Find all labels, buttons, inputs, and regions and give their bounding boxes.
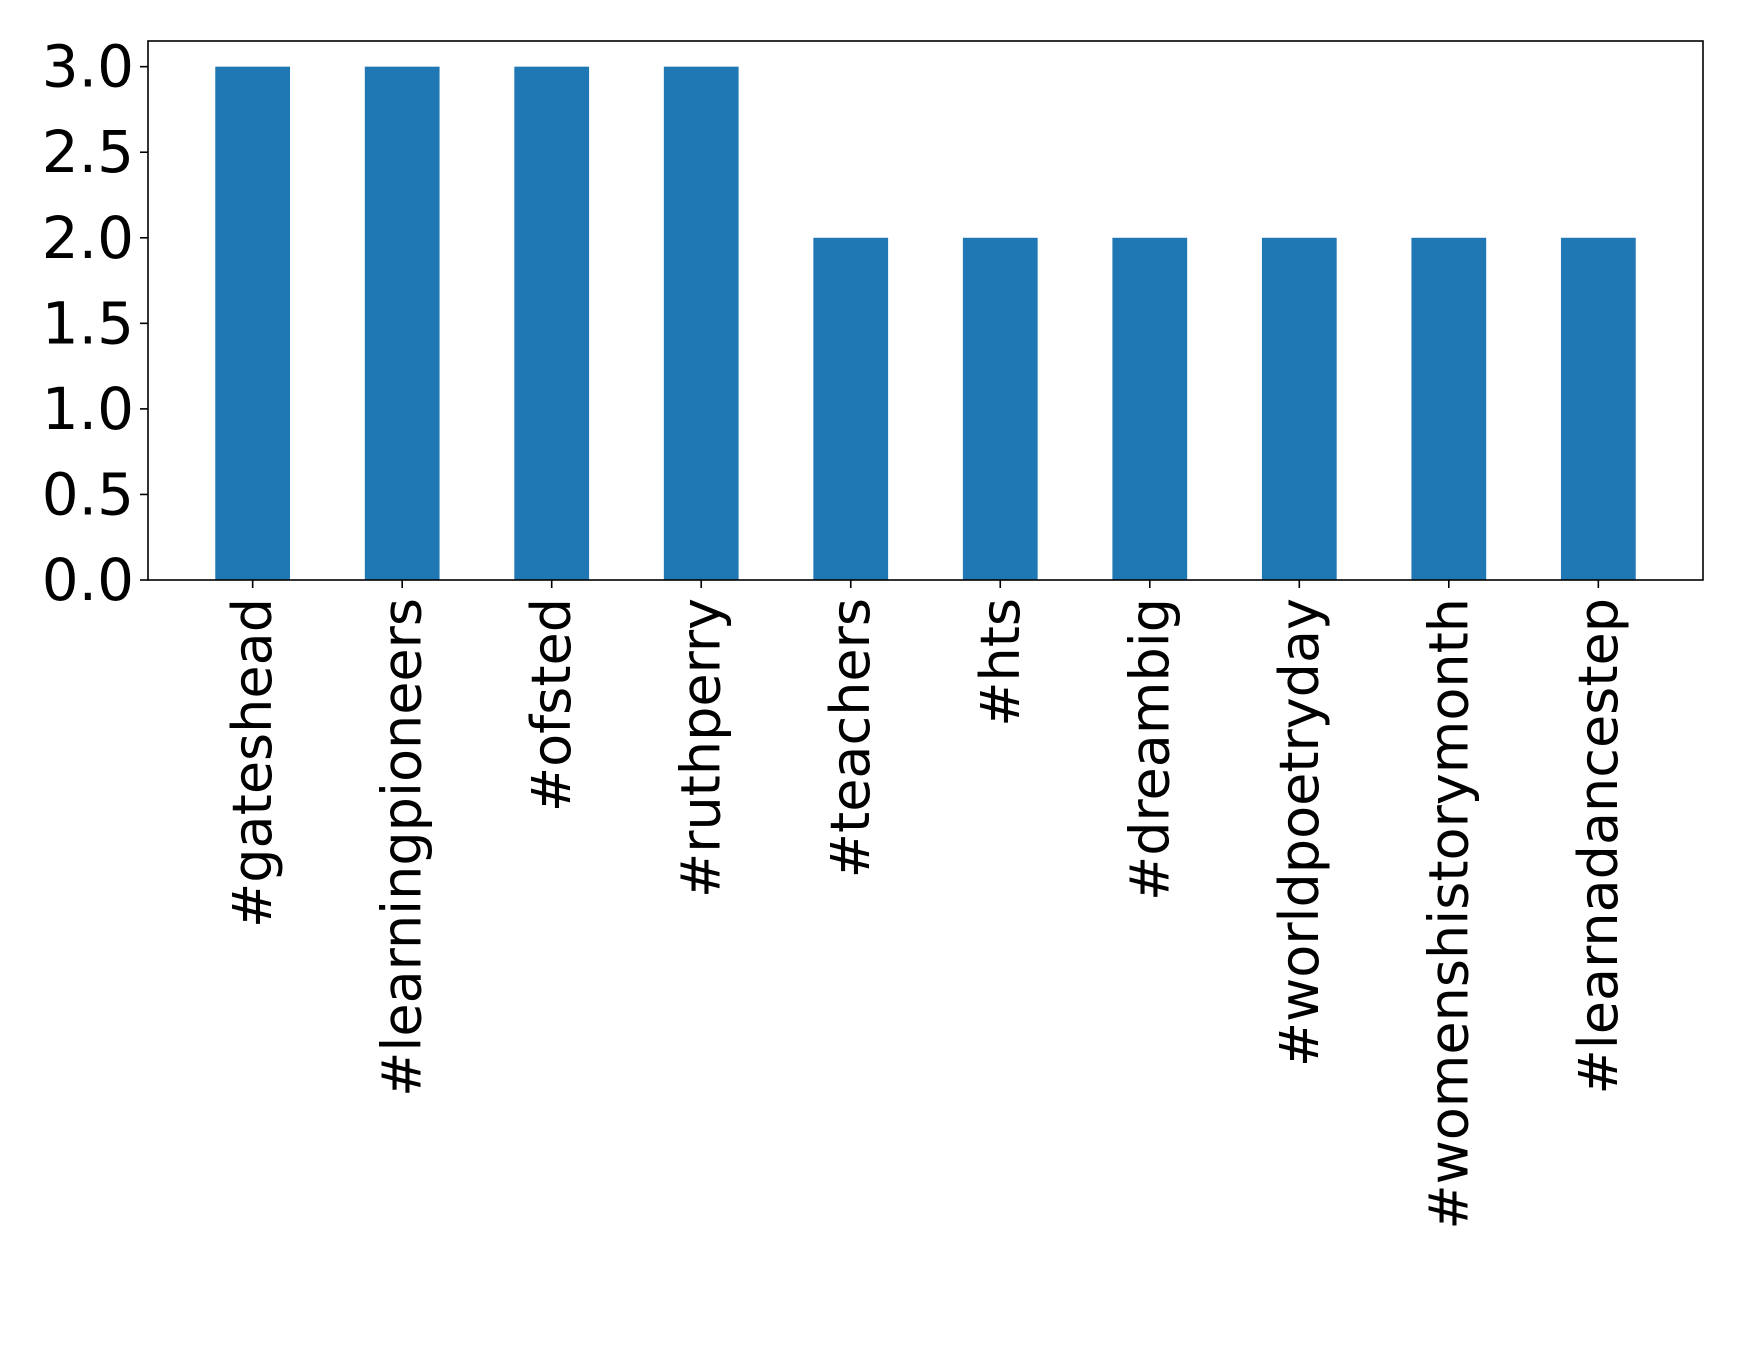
- bars: [215, 66, 1636, 581]
- x-tick-label: #worldpoetryday: [1268, 598, 1331, 1067]
- y-tick-label: 0.0: [42, 546, 134, 614]
- bar-ofsted: [514, 66, 590, 581]
- x-tick-label: #dreambig: [1118, 598, 1181, 901]
- bar-teachers: [813, 237, 889, 580]
- plot-frame: [147, 40, 1704, 581]
- x-tick-label: #learningpioneers: [371, 598, 434, 1097]
- bar-worldpoetryday: [1261, 237, 1337, 580]
- y-axis: 0.0 0.5 1.0 1.5 2.0 2.5 3.0: [42, 33, 148, 614]
- x-tick-label: #ruthperry: [670, 598, 733, 898]
- bar-ruthperry: [663, 66, 739, 581]
- bar-womenshistorymonth: [1411, 237, 1487, 580]
- y-tick-label: 3.0: [42, 33, 134, 101]
- bar-learningpioneers: [364, 66, 440, 581]
- x-tick-label: #hts: [969, 598, 1032, 727]
- x-tick-label: #teachers: [819, 598, 882, 878]
- y-tick-label: 1.5: [42, 289, 134, 357]
- bar-gateshead: [215, 66, 291, 581]
- x-tick-label: #learnadancestep: [1567, 598, 1630, 1094]
- bar-dreambig: [1112, 237, 1188, 580]
- y-tick-label: 1.0: [42, 375, 134, 443]
- x-tick-label: #gateshead: [221, 598, 284, 928]
- x-tick-label: #womenshistorymonth: [1417, 598, 1480, 1230]
- x-tick-label: #ofsted: [520, 598, 583, 812]
- y-tick-label: 2.0: [42, 204, 134, 272]
- x-axis: #gateshead #learningpioneers #ofsted #ruthp…: [221, 580, 1630, 1230]
- y-tick-label: 2.5: [42, 118, 134, 186]
- bar-hts: [962, 237, 1038, 580]
- y-tick-label: 0.5: [42, 460, 134, 528]
- bar-learnadancestep: [1560, 237, 1636, 580]
